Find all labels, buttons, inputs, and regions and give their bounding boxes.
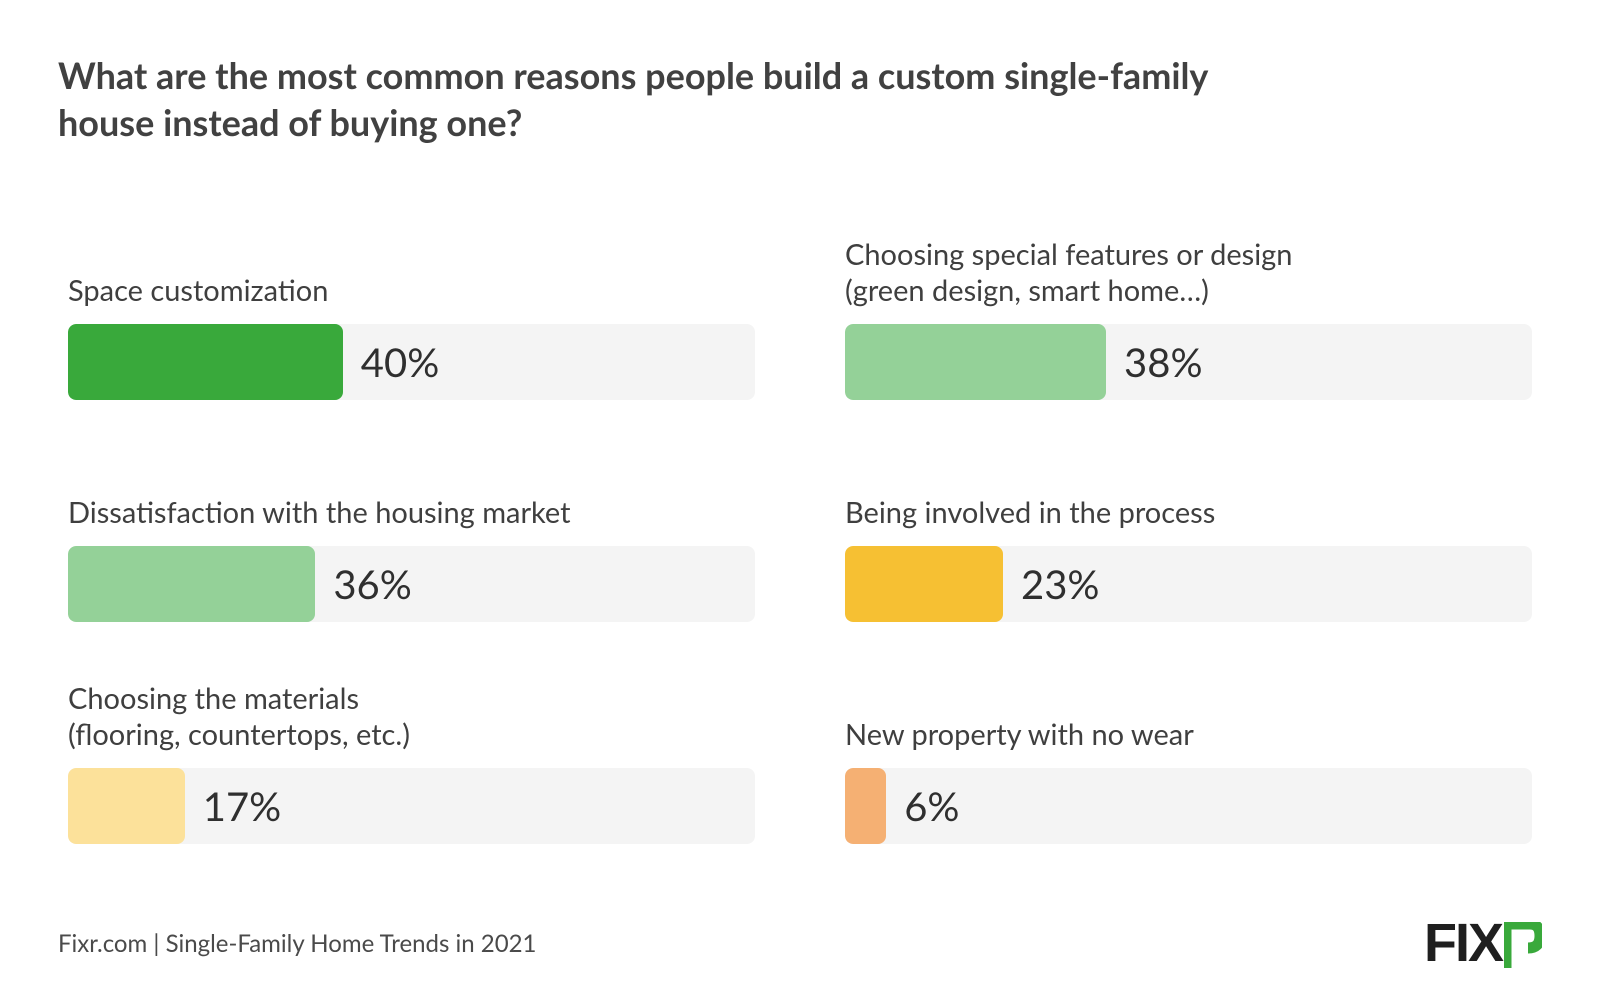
bar-item: Choosing special features or design(gree…: [845, 236, 1532, 400]
bars-grid: Space customization 40% Choosing special f…: [58, 236, 1542, 844]
bar-item: Choosing the materials(flooring, counter…: [68, 680, 755, 844]
bar-label: Choosing the materials(flooring, counter…: [68, 680, 755, 754]
bar-label-main: Choosing special features or design: [845, 237, 1532, 273]
bar-label: Choosing special features or design(gree…: [845, 236, 1532, 310]
bar-fill: [845, 324, 1106, 400]
chart-title: What are the most common reasons people …: [58, 52, 1258, 146]
bar-track: 17%: [68, 768, 755, 844]
bar-label: New property with no wear: [845, 680, 1532, 754]
bar-label: Being involved in the process: [845, 458, 1532, 532]
bar-value: 23%: [1021, 560, 1099, 608]
bar-label: Space customization: [68, 236, 755, 310]
bar-item: New property with no wear 6%: [845, 680, 1532, 844]
bar-value: 36%: [333, 560, 411, 608]
bar-label-main: Choosing the materials: [68, 681, 755, 717]
bar-track: 36%: [68, 546, 755, 622]
bar-value: 17%: [203, 782, 281, 830]
bar-track: 38%: [845, 324, 1532, 400]
bar-item: Dissatisfaction with the housing market 3…: [68, 458, 755, 622]
bar-label: Dissatisfaction with the housing market: [68, 458, 755, 532]
bar-label-main: Being involved in the process: [845, 495, 1532, 531]
bar-item: Space customization 40%: [68, 236, 755, 400]
bar-label-main: Dissatisfaction with the housing market: [68, 495, 755, 531]
bar-label-sub: (flooring, countertops, etc.): [68, 717, 755, 753]
bar-track: 6%: [845, 768, 1532, 844]
bar-label-main: Space customization: [68, 273, 755, 309]
bar-value: 38%: [1124, 338, 1202, 386]
bar-value: 6%: [904, 782, 959, 830]
logo-text: FIX: [1424, 916, 1502, 970]
bar-value: 40%: [361, 338, 439, 386]
bar-label-sub: (green design, smart home…): [845, 273, 1532, 309]
bar-fill: [845, 768, 886, 844]
bar-item: Being involved in the process 23%: [845, 458, 1532, 622]
bar-fill: [68, 324, 343, 400]
bar-track: 23%: [845, 546, 1532, 622]
footer-source: Fixr.com | Single-Family Home Trends in …: [58, 929, 536, 958]
brand-logo: FIX: [1424, 916, 1542, 970]
bar-fill: [68, 546, 315, 622]
logo-r-icon: [1504, 922, 1542, 970]
bar-fill: [845, 546, 1003, 622]
bar-label-main: New property with no wear: [845, 717, 1532, 753]
bar-track: 40%: [68, 324, 755, 400]
bar-fill: [68, 768, 185, 844]
